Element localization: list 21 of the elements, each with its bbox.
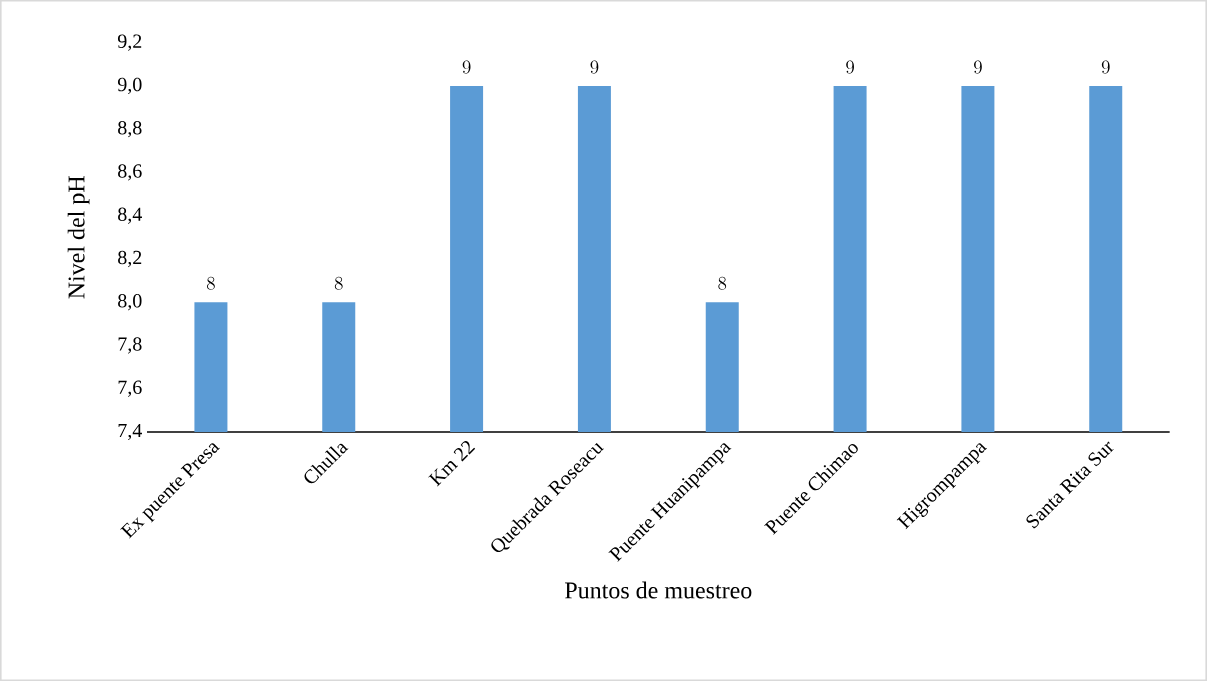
y-tick-label: 7,6	[118, 380, 142, 397]
y-tick-label: 7,4	[118, 423, 142, 441]
data-label: 8	[334, 276, 343, 290]
data-label: 9	[1101, 60, 1110, 74]
y-tick-label: 9,0	[117, 77, 142, 95]
y-tick-label: 7,8	[118, 337, 142, 354]
data-label: 8	[718, 276, 727, 290]
data-label: 9	[590, 60, 599, 74]
y-tick-label: 9,2	[117, 34, 142, 51]
y-tick-label: 8,2	[118, 250, 142, 268]
y-tick-label: 8,6	[118, 164, 142, 181]
data-label: 9	[974, 60, 982, 74]
x-tick-label: Km 22	[428, 441, 476, 487]
y-tick-label: 8,8	[118, 120, 142, 138]
data-label: 9	[462, 60, 471, 74]
y-axis-title: Nivel del pH	[67, 176, 90, 299]
data-label: 9	[846, 60, 854, 74]
x-axis-title: Puntos de muestreo	[565, 581, 752, 599]
y-tick-label: 8,0	[118, 294, 142, 311]
data-label: 8	[207, 276, 215, 290]
y-tick-label: 8,4	[118, 207, 142, 224]
